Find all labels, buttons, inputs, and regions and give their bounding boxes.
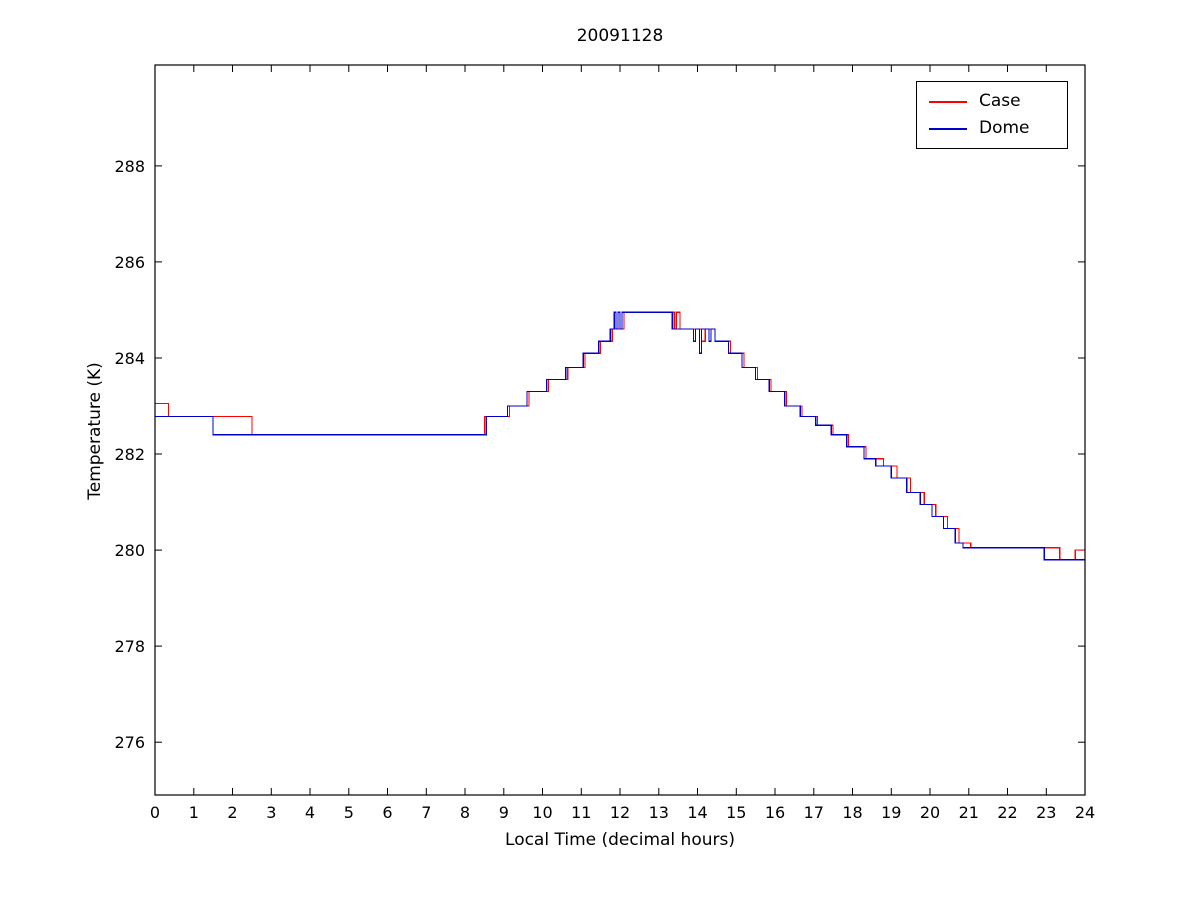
- legend: Case Dome: [916, 81, 1068, 149]
- svg-text:282: 282: [114, 445, 145, 464]
- svg-text:21: 21: [959, 803, 979, 822]
- svg-text:23: 23: [1036, 803, 1056, 822]
- svg-text:4: 4: [305, 803, 315, 822]
- svg-text:280: 280: [114, 541, 145, 560]
- legend-label-case: Case: [979, 91, 1021, 111]
- x-axis-label: Local Time (decimal hours): [505, 830, 735, 850]
- svg-text:13: 13: [649, 803, 669, 822]
- svg-text:19: 19: [881, 803, 901, 822]
- svg-text:9: 9: [499, 803, 509, 822]
- legend-entry-dome: Dome: [917, 115, 1067, 142]
- svg-text:278: 278: [114, 637, 145, 656]
- svg-text:16: 16: [765, 803, 785, 822]
- svg-text:7: 7: [421, 803, 431, 822]
- svg-text:18: 18: [842, 803, 862, 822]
- svg-text:8: 8: [460, 803, 470, 822]
- chart-title: 20091128: [576, 26, 664, 46]
- svg-text:286: 286: [114, 253, 145, 272]
- y-axis-label: Temperature (K): [85, 362, 105, 500]
- svg-text:6: 6: [382, 803, 392, 822]
- svg-text:10: 10: [532, 803, 552, 822]
- legend-line-dome-icon: [929, 127, 967, 130]
- svg-text:11: 11: [571, 803, 591, 822]
- svg-text:14: 14: [687, 803, 707, 822]
- svg-text:24: 24: [1075, 803, 1095, 822]
- svg-text:1: 1: [189, 803, 199, 822]
- legend-entry-case: Case: [917, 88, 1067, 115]
- svg-text:22: 22: [997, 803, 1017, 822]
- legend-label-dome: Dome: [979, 118, 1030, 138]
- svg-text:288: 288: [114, 157, 145, 176]
- svg-text:284: 284: [114, 349, 145, 368]
- svg-text:2: 2: [227, 803, 237, 822]
- svg-text:20: 20: [920, 803, 940, 822]
- svg-text:12: 12: [610, 803, 630, 822]
- legend-line-case-icon: [929, 100, 967, 103]
- svg-text:276: 276: [114, 733, 145, 752]
- svg-text:3: 3: [266, 803, 276, 822]
- svg-text:17: 17: [804, 803, 824, 822]
- svg-text:0: 0: [150, 803, 160, 822]
- svg-text:15: 15: [726, 803, 746, 822]
- svg-text:5: 5: [344, 803, 354, 822]
